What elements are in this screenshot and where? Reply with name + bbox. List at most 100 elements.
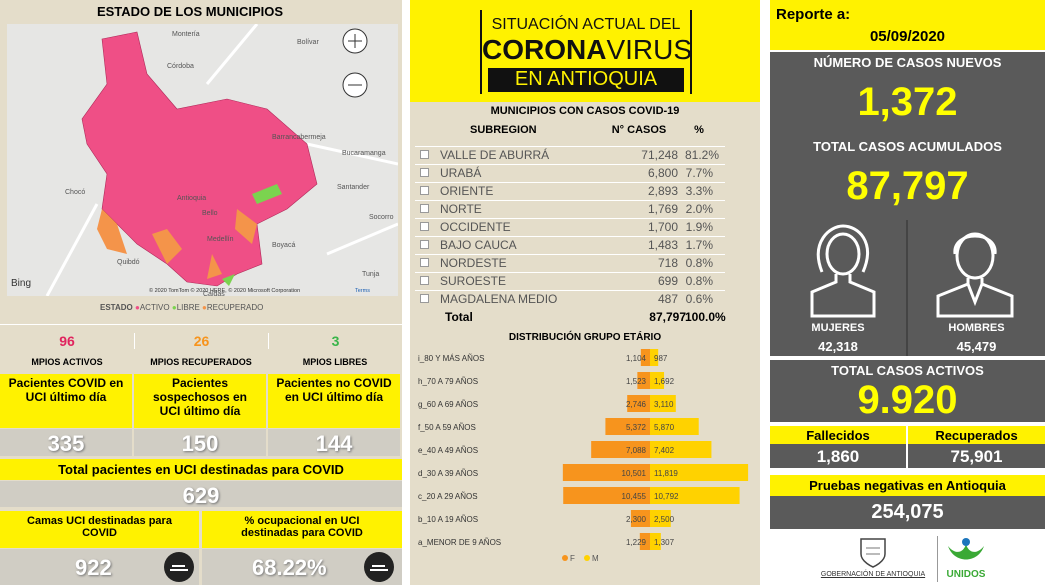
age-bar <box>650 349 659 366</box>
active-panel: TOTAL CASOS ACTIVOS 9.920 <box>770 360 1045 422</box>
recovered-label: Recuperados <box>908 426 1045 444</box>
table-header: % <box>694 124 704 136</box>
table-cell: VALLE DE ABURRÁ <box>440 148 550 162</box>
row-line <box>415 146 725 147</box>
age-label: g_60 A 69 AÑOS <box>418 400 478 409</box>
kpi-label: TOTAL CASOS ACTIVOS <box>831 363 984 378</box>
age-bar <box>630 510 650 527</box>
age-bar <box>650 487 740 504</box>
age-bar <box>650 395 676 412</box>
map-place: Bello <box>202 210 218 217</box>
table-cell: ORIENTE <box>440 184 494 198</box>
table-cell: 2.0% <box>685 202 713 216</box>
banner-line: SITUACIÓN ACTUAL DEL <box>491 16 681 33</box>
woman-icon <box>810 224 876 318</box>
table-title: MUNICIPIOS CON CASOS COVID-19 <box>490 105 680 117</box>
age-value: 1,229 <box>626 538 647 547</box>
expand-icon <box>420 294 429 303</box>
report-label: Reporte a: <box>776 6 851 23</box>
kpi-value: 87,797 <box>846 164 969 208</box>
bed-icon <box>364 552 394 582</box>
gender-label: HOMBRES <box>948 322 1005 334</box>
age-bar <box>650 510 671 527</box>
gender-value: 42,318 <box>818 339 858 354</box>
age-value: 3,110 <box>654 400 674 409</box>
beds-value: 68.22% <box>202 549 402 585</box>
age-bar <box>637 372 650 389</box>
expand-icon <box>420 240 429 249</box>
map-place: Boyacá <box>272 242 295 249</box>
row-line <box>415 200 725 201</box>
map-provider: Bing <box>11 278 31 289</box>
logo-text: GOBERNACIÓN DE ANTIOQUIA <box>820 571 926 578</box>
age-bar <box>650 533 661 550</box>
gender-label: MUJERES <box>811 322 865 334</box>
age-value: 987 <box>654 354 668 363</box>
expand-icon <box>420 204 429 213</box>
uci-label: Pacientes sospechosos en UCI último día <box>134 374 266 428</box>
row-line <box>415 272 725 273</box>
table-cell: NORTE <box>440 202 482 216</box>
age-bar <box>650 418 699 435</box>
map-place: Antioquia <box>177 195 206 202</box>
age-label: h_70 A 79 AÑOS <box>418 377 478 386</box>
map-place: Chocó <box>65 189 85 196</box>
map: Montería Bolívar Córdoba Barrancabermeja Buc… <box>7 24 398 296</box>
beds-label: Camas UCI destinadas para COVID <box>0 511 199 548</box>
age-bar <box>650 464 749 481</box>
legend-item: ACTIVO <box>139 303 170 312</box>
table-cell: SUROESTE <box>440 274 507 288</box>
legend-swatch <box>584 555 590 561</box>
kpi-value: 1,372 <box>857 80 958 124</box>
age-value: 1,307 <box>654 538 675 547</box>
age-bar <box>591 441 650 458</box>
age-bar <box>562 464 650 481</box>
age-label: e_40 A 49 AÑOS <box>418 446 478 455</box>
kpi-label: NÚMERO DE CASOS NUEVOS <box>813 55 1002 70</box>
legend-label: F <box>570 554 575 563</box>
age-bar <box>650 372 665 389</box>
map-place: Socorro <box>369 214 394 221</box>
map-place: Santander <box>337 184 370 191</box>
uci-value: 335 <box>0 429 132 456</box>
table-cell: URABÁ <box>440 166 482 180</box>
map-place: Tunja <box>362 271 379 278</box>
muni-stats: 96 MPIOS ACTIVOS 26 MPIOS RECUPERADOS 3 … <box>0 324 402 372</box>
uci-label: Pacientes COVID en UCI último día <box>0 374 132 428</box>
age-value: 10,792 <box>654 492 679 501</box>
bed-icon <box>164 552 194 582</box>
unidos-icon <box>948 538 984 560</box>
table-header: SUBREGION <box>470 124 537 136</box>
row-line <box>415 290 725 291</box>
age-label: d_30 A 39 AÑOS <box>418 469 478 478</box>
uci-label: Pacientes no COVID en UCI último día <box>268 374 400 428</box>
map-attribution: © 2020 TomTom © 2020 HERE, © 2020 Micros… <box>149 287 300 294</box>
stat-value: 26 <box>134 333 268 349</box>
map-terms[interactable]: Terms <box>355 288 370 294</box>
table-cell: 81.2% <box>685 148 720 162</box>
row-line <box>415 254 725 255</box>
row-line <box>415 164 725 165</box>
uci-value: 144 <box>268 429 400 456</box>
table-cell: OCCIDENTE <box>440 220 511 234</box>
age-value: 5,372 <box>626 423 647 432</box>
table-cell: MAGDALENA MEDIO <box>440 292 558 306</box>
map-legend: ESTADO ●ACTIVO ●LIBRE ●RECUPERADO <box>100 303 264 312</box>
report-date: 05/09/2020 <box>869 28 946 45</box>
age-bar <box>627 395 650 412</box>
stat-value: 96 <box>59 333 75 349</box>
age-value: 2,500 <box>654 515 675 524</box>
uci-value: 150 <box>134 429 266 456</box>
age-value: 7,088 <box>626 446 647 455</box>
banner-logo: SITUACIÓN ACTUAL DEL CORONAVIRUS EN ANTI… <box>480 10 692 94</box>
map-place: Barrancabermeja <box>272 134 326 141</box>
row-line <box>415 218 725 219</box>
age-label: c_20 A 29 AÑOS <box>418 492 478 501</box>
map-place: Medellín <box>207 236 234 243</box>
uci-total-value: 629 <box>0 481 402 508</box>
tests-value: 254,075 <box>770 496 1045 529</box>
deaths-value: 1,860 <box>770 444 906 468</box>
age-label: b_10 A 19 AÑOS <box>418 515 478 524</box>
table-cell: 0.8% <box>685 256 713 270</box>
